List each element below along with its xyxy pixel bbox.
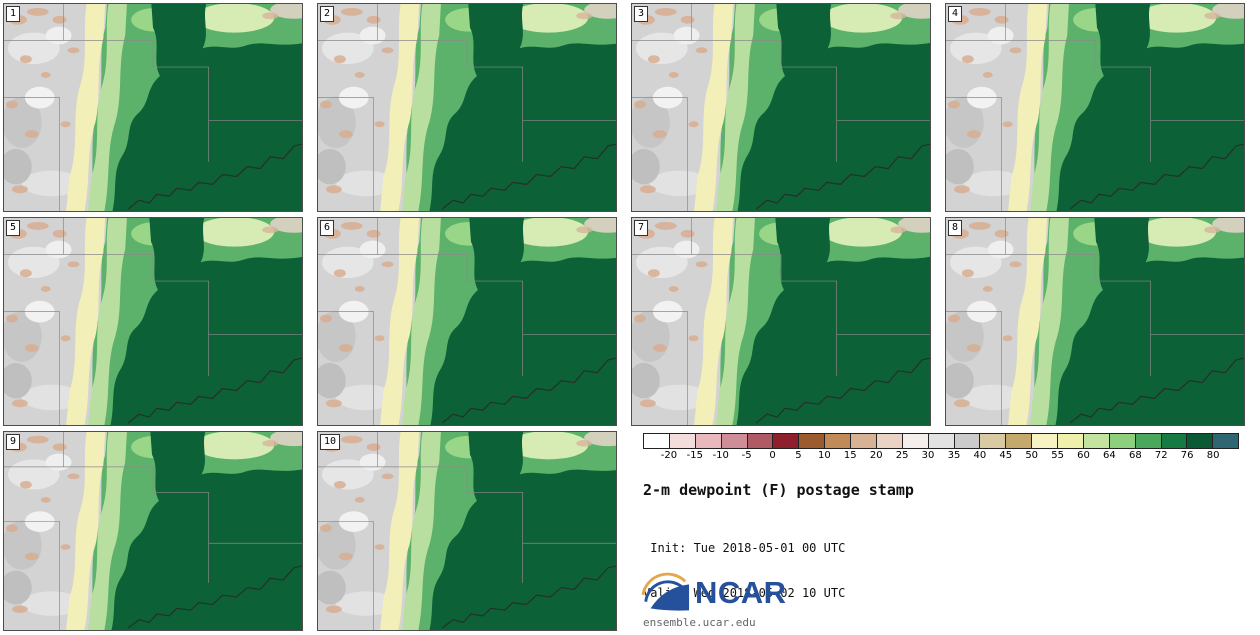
panel-grid: 1 2 3 4 5: [3, 3, 1245, 631]
colorbar-tick-label: 72: [1154, 450, 1168, 461]
colorbar-segment: [824, 434, 850, 448]
dewpoint-map: [318, 218, 616, 425]
colorbar-tick-label: -5: [741, 450, 752, 461]
dewpoint-map: [632, 4, 930, 211]
panel-number: 9: [6, 434, 21, 450]
colorbar-segment: [979, 434, 1006, 448]
colorbar-tick-label: 25: [895, 450, 909, 461]
colorbar-tick-label: 50: [1025, 450, 1039, 461]
colorbar-tick-label: -15: [686, 450, 703, 461]
forecast-map-panel: 3: [631, 3, 931, 212]
panel-number: 6: [320, 220, 335, 236]
colorbar-tick-label: 30: [921, 450, 935, 461]
colorbar-segment: [875, 434, 902, 448]
panel-number: 3: [634, 6, 649, 22]
colorbar-segment: [1005, 434, 1032, 448]
forecast-map-panel: 8: [945, 217, 1245, 426]
colorbar-segments: [643, 433, 1239, 449]
colorbar-tick-label: 10: [818, 450, 831, 461]
colorbar-tick-label: 80: [1206, 450, 1220, 461]
ncar-logo: NCAR: [639, 571, 787, 615]
dewpoint-map: [4, 218, 302, 425]
colorbar-segment: [694, 434, 721, 448]
colorbar: -20 -15 -10 -5 0 5 10 15 20 25 30 35 40 45 50 55 60 64 68 7…: [643, 433, 1239, 463]
colorbar-segment: [1031, 434, 1057, 448]
colorbar-segment: [850, 434, 876, 448]
colorbar-segment: [1082, 434, 1109, 448]
forecast-map-panel: 10: [317, 431, 617, 631]
ncar-logo-icon: [641, 572, 690, 611]
panel-number: 4: [948, 6, 963, 22]
forecast-map-panel: 1: [3, 3, 303, 212]
colorbar-tick-label: 68: [1128, 450, 1142, 461]
panel-number: 2: [320, 6, 335, 22]
colorbar-segment: [953, 434, 980, 448]
colorbar-segment: [644, 434, 669, 448]
forecast-map-panel: 7: [631, 217, 931, 426]
dewpoint-map: [318, 4, 616, 211]
colorbar-segment: [798, 434, 825, 448]
panel-number: 7: [634, 220, 649, 236]
colorbar-segment: [746, 434, 773, 448]
colorbar-tick-label: 35: [947, 450, 961, 461]
colorbar-segment: [772, 434, 799, 448]
colorbar-segment: [927, 434, 954, 448]
colorbar-tick-label: 76: [1180, 450, 1194, 461]
colorbar-segment: [668, 434, 695, 448]
forecast-map-panel: 5: [3, 217, 303, 426]
colorbar-tick-label: 45: [999, 450, 1013, 461]
colorbar-segment: [901, 434, 928, 448]
product-title: 2-m dewpoint (F) postage stamp: [643, 481, 914, 499]
dewpoint-map: [946, 218, 1244, 425]
colorbar-segment: [720, 434, 747, 448]
colorbar-tick-label: 55: [1051, 450, 1064, 461]
init-time: Init: Tue 2018-05-01 00 UTC: [643, 541, 846, 555]
panel-number: 5: [6, 220, 21, 236]
colorbar-ticks: -20 -15 -10 -5 0 5 10 15 20 25 30 35 40 45 50 55 60 64 68 7…: [643, 450, 1239, 463]
site-url: ensemble.ucar.edu: [643, 616, 756, 629]
dewpoint-map: [4, 432, 302, 630]
forecast-map-panel: 2: [317, 3, 617, 212]
panel-number: 8: [948, 220, 963, 236]
colorbar-segment: [1057, 434, 1083, 448]
colorbar-tick-label: 60: [1077, 450, 1090, 461]
colorbar-tick-label: 40: [973, 450, 987, 461]
dewpoint-map: [4, 4, 302, 211]
dewpoint-map: [318, 432, 616, 630]
colorbar-segment: [1108, 434, 1135, 448]
colorbar-segment: [1160, 434, 1187, 448]
colorbar-segment: [1134, 434, 1161, 448]
ncar-logo-text: NCAR: [695, 575, 787, 610]
panel-number: 10: [320, 434, 341, 450]
colorbar-tick-label: -10: [712, 450, 729, 461]
forecast-map-panel: 9: [3, 431, 303, 631]
dewpoint-map: [632, 218, 930, 425]
init-valid-times: Init: Tue 2018-05-01 00 UTC Valid: Wed 2…: [643, 511, 845, 631]
colorbar-tick-label: 20: [869, 450, 883, 461]
colorbar-tick-label: 5: [795, 450, 802, 461]
colorbar-tick-label: -20: [660, 450, 678, 461]
info-panel: -20 -15 -10 -5 0 5 10 15 20 25 30 35 40 45 50 55 60 64 68 7…: [631, 431, 1245, 631]
colorbar-tick-label: 0: [769, 450, 776, 461]
colorbar-segment: [1212, 434, 1239, 448]
colorbar-tick-label: 15: [843, 450, 857, 461]
panel-number: 1: [6, 6, 21, 22]
colorbar-segment: [1186, 434, 1213, 448]
forecast-map-panel: 4: [945, 3, 1245, 212]
colorbar-tick-label: 64: [1103, 450, 1116, 461]
forecast-map-panel: 6: [317, 217, 617, 426]
dewpoint-map: [946, 4, 1244, 211]
